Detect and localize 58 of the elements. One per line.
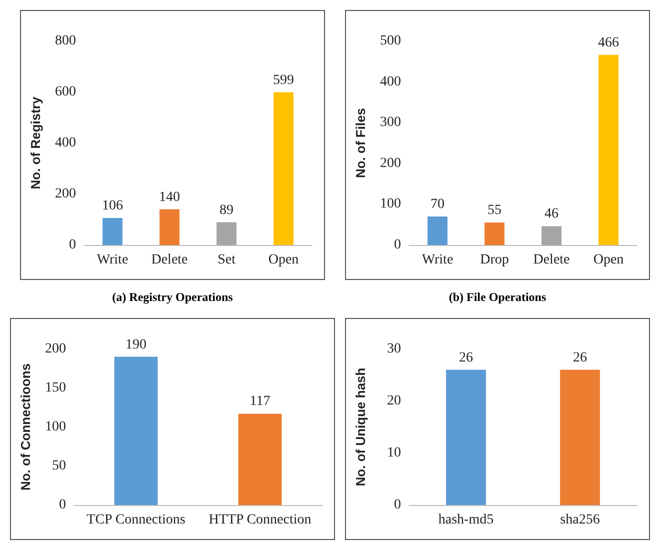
- y-tick-label: 150: [45, 380, 66, 396]
- y-tick-label: 300: [380, 115, 401, 130]
- y-axis-title: No. of Files: [353, 108, 368, 178]
- data-label: 466: [598, 35, 619, 50]
- y-tick-label: 0: [69, 238, 76, 252]
- data-label: 55: [488, 203, 502, 218]
- y-tick-label: 400: [55, 136, 76, 150]
- data-label: 117: [250, 394, 270, 410]
- bar: [274, 92, 294, 245]
- y-tick-label: 200: [380, 156, 401, 171]
- x-tick-label: Open: [268, 252, 299, 268]
- y-tick-label: 0: [394, 238, 401, 252]
- y-tick-label: 20: [387, 394, 401, 408]
- x-tick-label: Open: [593, 252, 624, 268]
- x-tick-label: Delete: [151, 252, 188, 268]
- y-tick-label: 0: [394, 498, 401, 512]
- x-tick-label: Write: [422, 252, 454, 268]
- data-label: 26: [459, 350, 473, 366]
- text: (a) Registry Operations: [111, 290, 234, 305]
- data-label: 106: [102, 198, 123, 214]
- bar: [102, 218, 122, 245]
- text: (b) File Operations: [448, 290, 548, 305]
- data-label: 89: [220, 202, 234, 218]
- y-tick-label: 200: [55, 186, 76, 202]
- bar: [598, 54, 618, 245]
- x-tick-label: Write: [96, 252, 128, 268]
- y-tick-label: 50: [52, 458, 66, 474]
- x-tick-label: Drop: [480, 252, 509, 268]
- y-axis-title: No. of Registry: [28, 96, 43, 190]
- x-tick-label: Set: [218, 252, 236, 268]
- x-tick-label: hash-md5: [438, 512, 494, 528]
- x-tick-label: TCP Connections: [86, 512, 186, 528]
- bar: [542, 226, 562, 245]
- y-tick-label: 500: [380, 34, 401, 48]
- y-tick-label: 100: [45, 420, 66, 434]
- x-tick-label: sha256: [560, 512, 600, 528]
- y-tick-label: 0: [59, 498, 66, 512]
- y-tick-label: 800: [55, 34, 76, 48]
- y-axis-title: No. of Connectioons: [18, 363, 33, 491]
- y-tick-label: 10: [387, 446, 401, 460]
- y-tick-label: 400: [380, 74, 401, 90]
- y-tick-label: 100: [380, 196, 401, 212]
- bar: [484, 222, 504, 245]
- bar: [216, 222, 236, 245]
- bar: [428, 216, 448, 245]
- data-label: 70: [430, 196, 444, 212]
- x-tick-label: Delete: [533, 252, 570, 268]
- y-tick-label: 200: [45, 342, 66, 356]
- data-label: 46: [544, 206, 558, 222]
- y-axis-title: No. of Unique hash: [353, 368, 368, 486]
- x-tick-label: HTTP Connection: [208, 512, 312, 528]
- data-label: 599: [273, 72, 294, 88]
- data-label: 190: [126, 337, 146, 352]
- y-tick-label: 600: [55, 84, 76, 100]
- bar: [160, 209, 180, 245]
- data-label: 26: [573, 350, 587, 366]
- data-label: 140: [159, 190, 180, 205]
- y-tick-label: 30: [387, 342, 401, 356]
